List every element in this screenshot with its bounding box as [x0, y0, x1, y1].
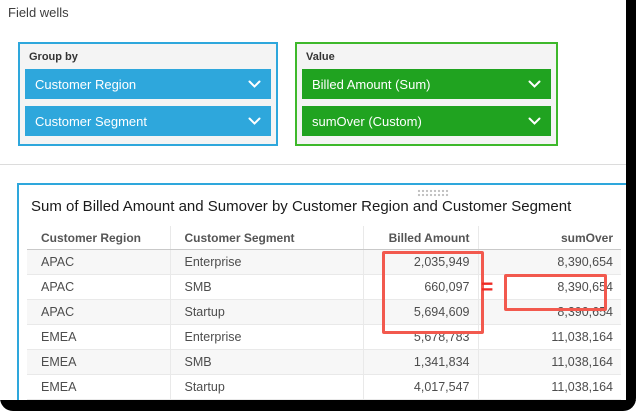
- field-pill-customer-region[interactable]: Customer Region: [25, 69, 271, 99]
- cell-sumover: 11,038,164: [478, 374, 621, 400]
- value-label: Value: [306, 51, 335, 63]
- table-row: EMEA SMB 1,341,834 11,038,164: [27, 349, 621, 375]
- chevron-down-icon[interactable]: [520, 114, 541, 129]
- drag-handle-icon[interactable]: [417, 189, 449, 197]
- cell-region: APAC: [27, 249, 171, 275]
- table-header-row: Customer Region Customer Segment Billed …: [27, 226, 621, 250]
- table-row: EMEA Startup 4,017,547 11,038,164: [27, 374, 621, 400]
- chevron-down-icon[interactable]: [520, 77, 541, 92]
- cell-segment: SMB: [170, 349, 364, 375]
- cell-region: EMEA: [27, 374, 171, 400]
- cell-billed-amount: 1,341,834: [363, 349, 479, 375]
- page-title: Field wells: [8, 5, 69, 20]
- cell-sumover: 11,038,164: [478, 349, 621, 375]
- section-divider: [0, 164, 626, 165]
- cell-region: EMEA: [27, 324, 171, 350]
- table-visual-panel: Sum of Billed Amount and Sumover by Cust…: [17, 183, 628, 411]
- cell-region: EMEA: [27, 349, 171, 375]
- screenshot-frame-right: [626, 0, 636, 411]
- cell-segment: Enterprise: [170, 324, 364, 350]
- cell-sumover: 8,390,654: [478, 299, 621, 325]
- group-by-well: Group by Customer Region Customer Segmen…: [18, 42, 278, 146]
- cell-billed-amount: 4,017,547: [363, 374, 479, 400]
- cell-billed-amount: 5,694,609: [363, 299, 479, 325]
- field-pill-label: Customer Region: [35, 76, 137, 92]
- screenshot-frame-bottom: [0, 400, 636, 411]
- cell-sumover: 8,390,654: [478, 274, 621, 300]
- column-header-customer-segment[interactable]: Customer Segment: [170, 226, 364, 250]
- cell-billed-amount: 5,678,783: [363, 324, 479, 350]
- table-row: EMEA Enterprise 5,678,783 11,038,164: [27, 324, 621, 350]
- cell-billed-amount: 2,035,949: [363, 249, 479, 275]
- field-pill-label: Billed Amount (Sum): [312, 76, 431, 92]
- cell-billed-amount: 660,097: [363, 274, 479, 300]
- group-by-label: Group by: [29, 51, 78, 63]
- cell-segment: Startup: [170, 299, 364, 325]
- column-header-billed-amount[interactable]: Billed Amount: [363, 226, 479, 250]
- table-row: APAC Enterprise 2,035,949 8,390,654: [27, 249, 621, 275]
- cell-sumover: 11,038,164: [478, 324, 621, 350]
- visual-title: Sum of Billed Amount and Sumover by Cust…: [31, 198, 572, 215]
- cell-segment: Startup: [170, 374, 364, 400]
- field-pill-label: Customer Segment: [35, 113, 147, 129]
- table-row: APAC Startup 5,694,609 8,390,654: [27, 299, 621, 325]
- chevron-down-icon[interactable]: [240, 114, 261, 129]
- cell-segment: Enterprise: [170, 249, 364, 275]
- field-pill-billed-amount[interactable]: Billed Amount (Sum): [302, 69, 551, 99]
- chevron-down-icon[interactable]: [240, 77, 261, 92]
- cell-region: APAC: [27, 274, 171, 300]
- cell-segment: SMB: [170, 274, 364, 300]
- table-row: APAC SMB 660,097 8,390,654: [27, 274, 621, 300]
- field-pill-sumover[interactable]: sumOver (Custom): [302, 106, 551, 136]
- field-pill-customer-segment[interactable]: Customer Segment: [25, 106, 271, 136]
- column-header-customer-region[interactable]: Customer Region: [27, 226, 171, 250]
- cell-sumover: 8,390,654: [478, 249, 621, 275]
- field-pill-label: sumOver (Custom): [312, 113, 422, 129]
- data-table: Customer Region Customer Segment Billed …: [27, 226, 621, 400]
- value-well: Value Billed Amount (Sum) sumOver (Custo…: [295, 42, 558, 146]
- cell-region: APAC: [27, 299, 171, 325]
- column-header-sumover[interactable]: sumOver: [478, 226, 621, 250]
